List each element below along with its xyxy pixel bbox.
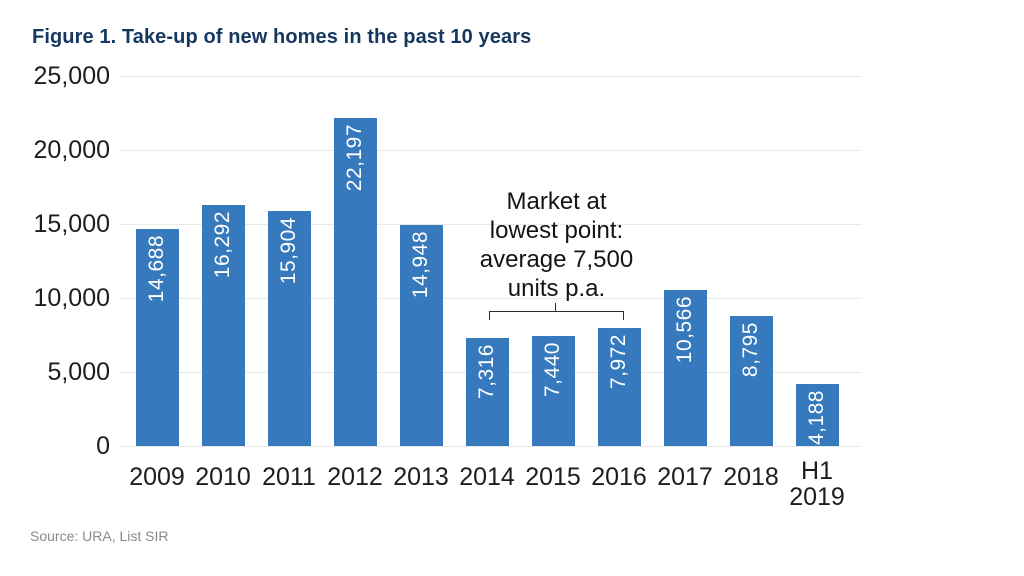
bar-value-label: 15,904 [277,217,301,284]
bar-2009: 14,688 [136,229,179,446]
y-axis-tick-label: 5,000 [10,359,110,385]
source-note: Source: URA, List SIR [30,528,169,544]
bar-value-label: 14,688 [145,235,169,302]
bar-value-label: 8,795 [739,322,763,377]
figure-title: Figure 1. Take-up of new homes in the pa… [32,26,531,49]
annotation-bracket [489,311,624,320]
bar-2015: 7,440 [532,336,575,446]
bar-H1-2019: 4,188 [796,384,839,446]
annotation-bracket-stem [555,303,556,311]
y-axis-tick-label: 0 [10,433,110,459]
bar-2013: 14,948 [400,225,443,446]
bar-value-label: 14,948 [409,231,433,298]
bar-2011: 15,904 [268,211,311,446]
bar-2010: 16,292 [202,205,245,446]
bar-2018: 8,795 [730,316,773,446]
gridline [120,446,862,447]
y-axis-tick-label: 15,000 [10,211,110,237]
y-axis-tick-label: 10,000 [10,285,110,311]
y-axis-tick-label: 25,000 [10,63,110,89]
bar-value-label: 4,188 [805,390,829,445]
bar-2014: 7,316 [466,338,509,446]
figure-page: Figure 1. Take-up of new homes in the pa… [0,0,1024,576]
bar-value-label: 7,440 [541,342,565,397]
bar-value-label: 7,316 [475,344,499,399]
annotation-text: Market at lowest point: average 7,500 un… [446,187,667,303]
bar-value-label: 16,292 [211,211,235,278]
x-axis-tick-label: H1 2019 [772,458,862,510]
bar-2012: 22,197 [334,118,377,447]
bar-value-label: 22,197 [343,124,367,191]
gridline [120,76,862,77]
bar-2017: 10,566 [664,290,707,446]
bar-value-label: 7,972 [607,334,631,389]
gridline [120,150,862,151]
bar-2016: 7,972 [598,328,641,446]
bar-value-label: 10,566 [673,296,697,363]
y-axis-tick-label: 20,000 [10,137,110,163]
